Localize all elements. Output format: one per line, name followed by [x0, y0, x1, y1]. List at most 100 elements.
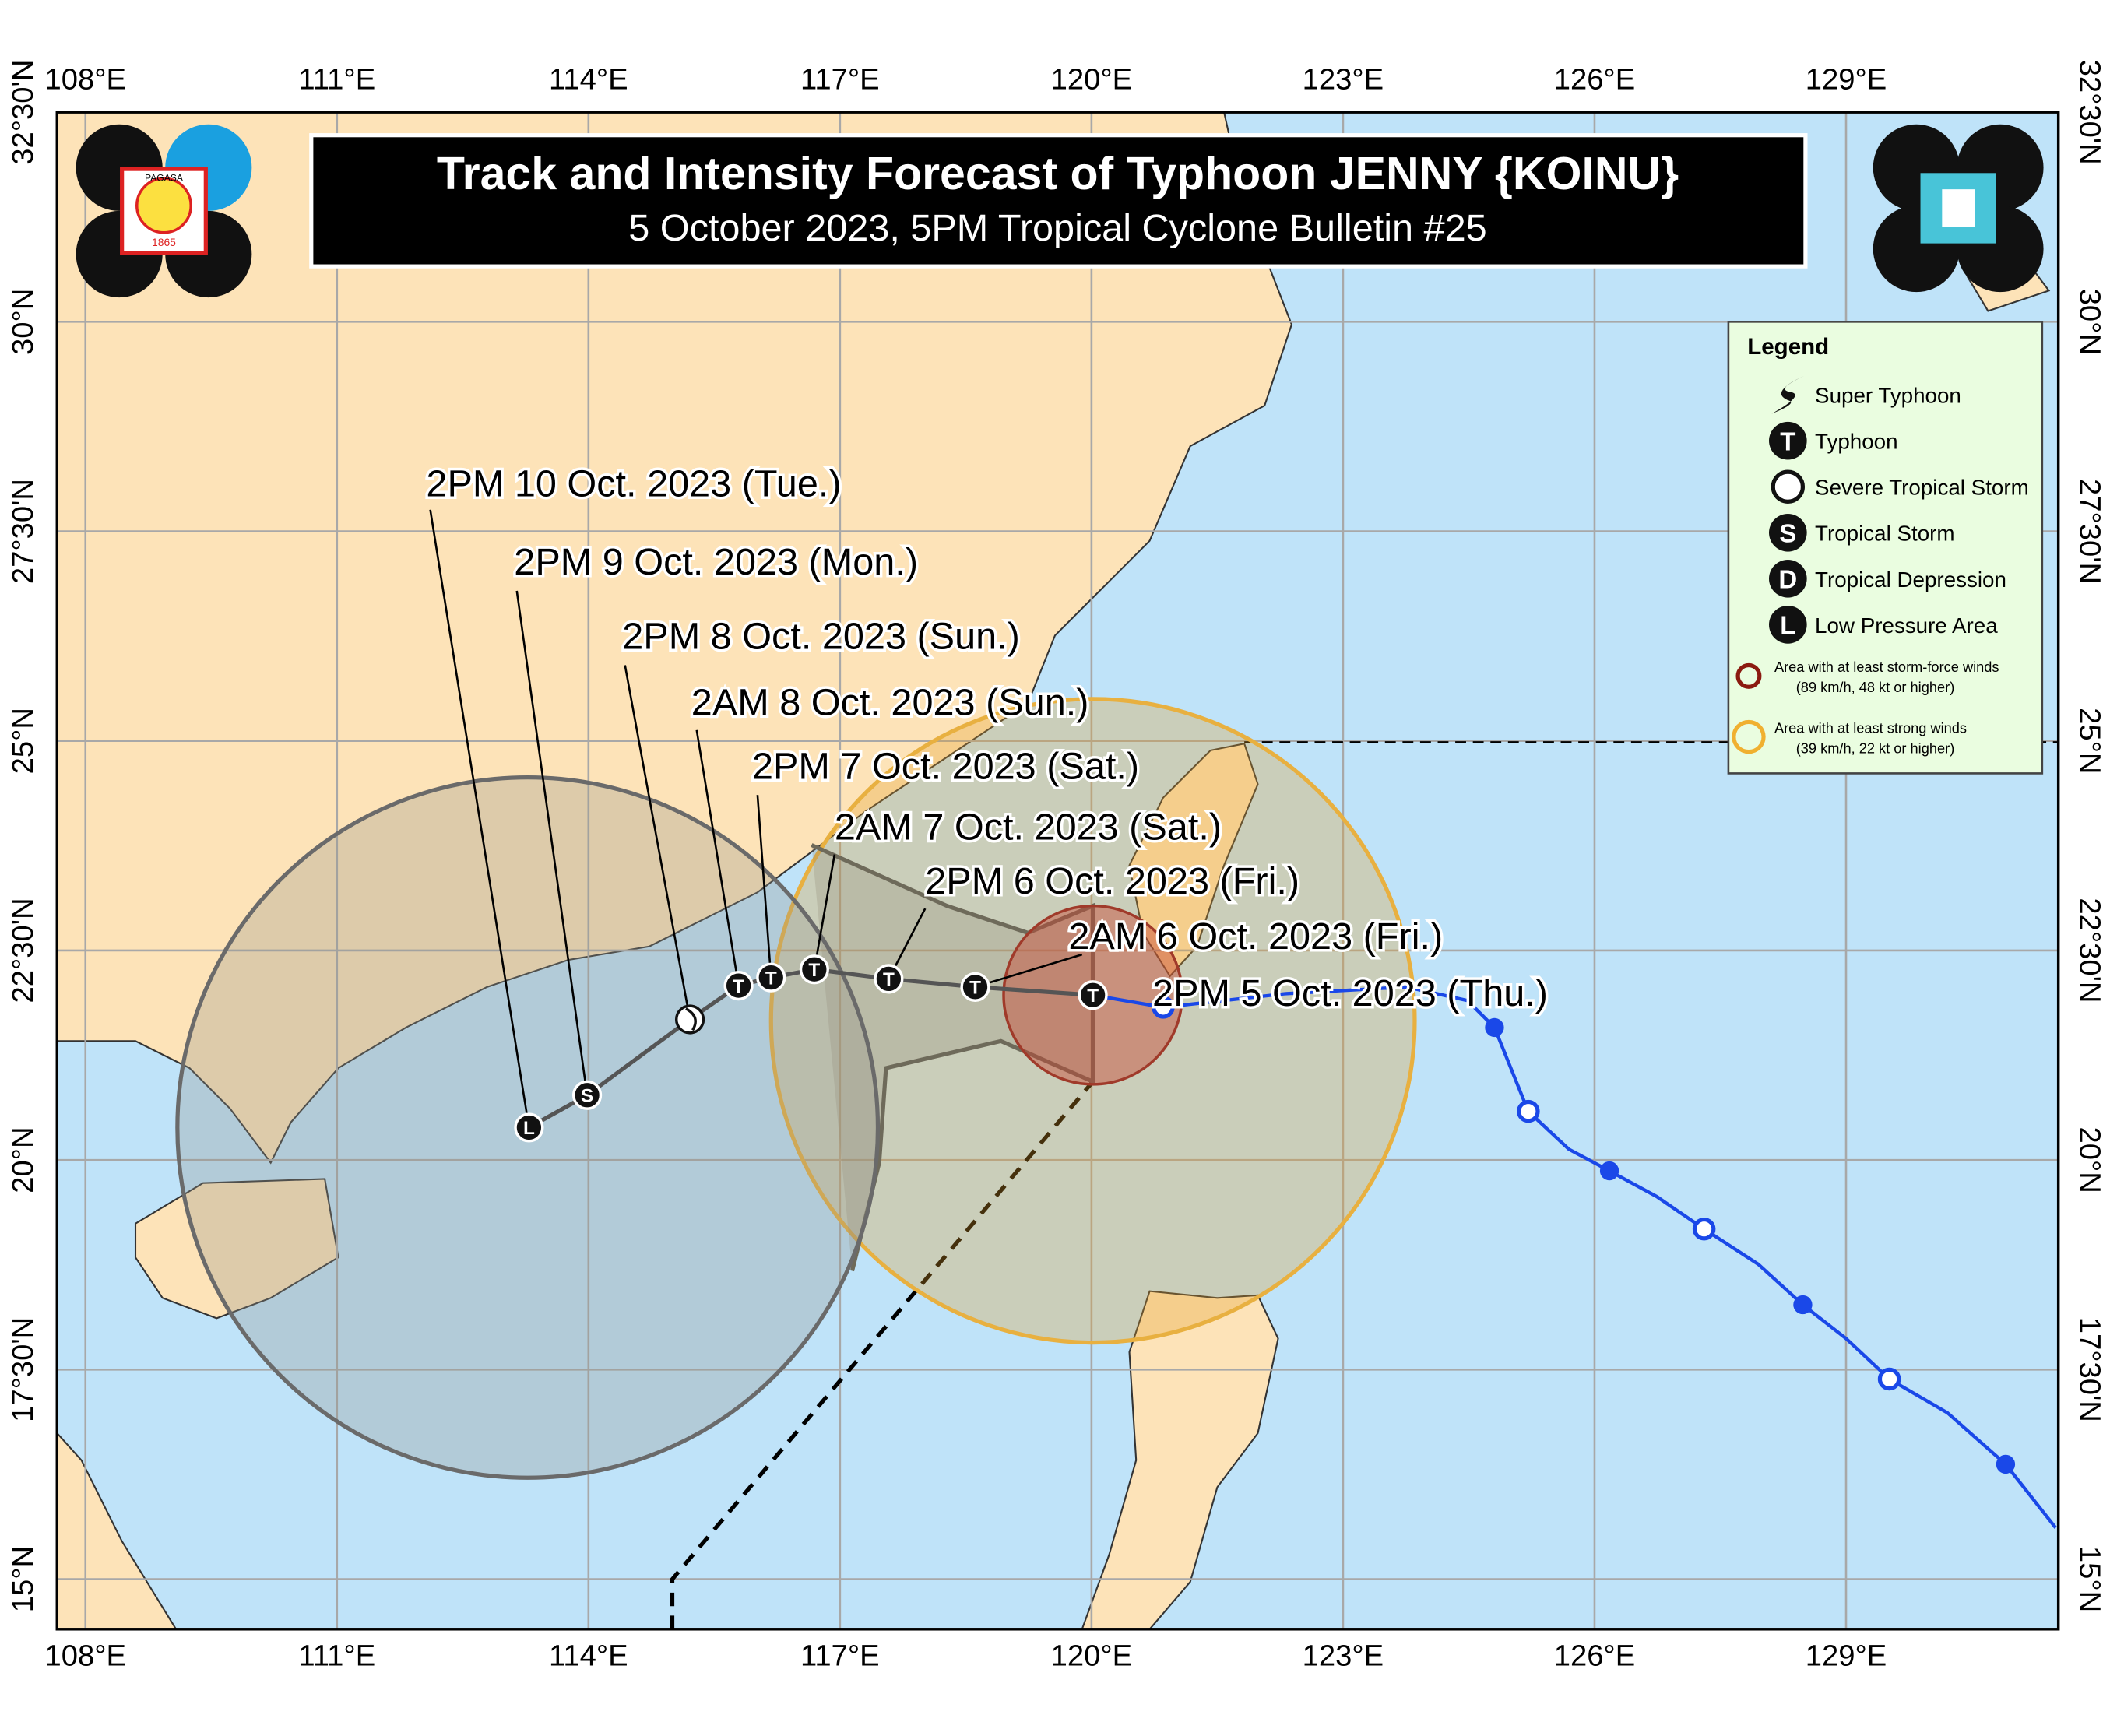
par-boundary: [670, 1080, 1095, 1629]
intensity-symbol: T: [1087, 986, 1099, 1007]
legend-area-label: Area with at least storm-force winds: [1774, 659, 1999, 675]
intensity-symbol: S: [581, 1085, 593, 1106]
longitude-label: 120°E: [1051, 63, 1132, 97]
latitude-label: 20°N: [6, 1126, 40, 1193]
forecast-position: [756, 962, 786, 993]
subtitle: 5 October 2023, 5PM Tropical Cyclone Bul…: [628, 207, 1486, 249]
legend-title: Legend: [1747, 334, 1829, 360]
taiwan: [1128, 743, 1259, 978]
longitude-label: 120°E: [1051, 1639, 1132, 1673]
map-frame: [55, 111, 2060, 1631]
latitude-label: 32°30'N: [6, 60, 40, 165]
longitude-label: 111°E: [298, 1639, 375, 1673]
longitude-label: 129°E: [1806, 1639, 1887, 1673]
longitude-label: 126°E: [1554, 1639, 1635, 1673]
longitude-label: 123°E: [1303, 1639, 1384, 1673]
legend-area-label: Area with at least strong winds: [1774, 719, 1967, 736]
intensity-symbol: T: [808, 960, 820, 981]
longitude-label: 111°E: [298, 63, 375, 97]
forecast-label: 2PM 9 Oct. 2023 (Mon.): [514, 541, 918, 583]
logo-part: [1942, 189, 1975, 227]
past-position: [1793, 1295, 1813, 1315]
forecast-label: 2AM 6 Oct. 2023 (Fri.): [1068, 915, 1443, 958]
latitude-label: 17°30'N: [2073, 1317, 2106, 1422]
legend-symbol: [1769, 606, 1807, 644]
longitude-label: 117°E: [800, 63, 880, 97]
logo-text: 1865: [152, 236, 176, 248]
past-track: [1092, 985, 2057, 1529]
legend-symbol-letter: L: [1780, 611, 1795, 640]
past-position: [1996, 1454, 2016, 1474]
legend-symbol: [1769, 513, 1807, 552]
legend-label: Typhoon: [1815, 430, 1898, 454]
longitude-label: 126°E: [1554, 63, 1635, 97]
past-position: [1152, 996, 1175, 1019]
latitude-label: 25°N: [2073, 708, 2106, 774]
legend-label: Severe Tropical Storm: [1815, 476, 2029, 500]
title-box: [309, 133, 1808, 269]
longitude-label: 108°E: [45, 63, 126, 97]
past-position: [1517, 1099, 1540, 1123]
label-leader: [624, 665, 691, 1020]
latitude-label: 30°N: [2073, 289, 2106, 355]
legend-area-detail: (39 km/h, 22 kt or higher): [1796, 740, 1955, 756]
label-leader: [975, 953, 1083, 989]
legend-symbol-letter: D: [1778, 564, 1797, 593]
intensity-symbol: T: [733, 976, 744, 997]
latitude-label: 15°N: [6, 1546, 40, 1612]
past-position: [1877, 1367, 1901, 1391]
intensity-symbol: T: [883, 969, 895, 990]
forecast-cone: [811, 843, 1095, 1272]
longitude-label: 129°E: [1806, 63, 1887, 97]
legend-symbol: [1771, 375, 1805, 414]
latitude-label: 22°30'N: [2073, 898, 2106, 1003]
legend-label: Tropical Storm: [1815, 522, 1955, 546]
forecast-label: 2PM 5 Oct. 2023 (Thu.): [1152, 972, 1548, 1014]
latitude-label: 27°30'N: [2073, 479, 2106, 584]
mainland: [56, 111, 1293, 1165]
legend-label: Low Pressure Area: [1815, 613, 1998, 638]
intensity-symbol: T: [765, 968, 777, 989]
past-position: [1599, 1161, 1619, 1181]
forecast-position: [960, 972, 990, 1002]
legend-label: Tropical Depression: [1815, 568, 2006, 592]
forecast-position: [514, 1112, 544, 1143]
intensity-symbol: L: [523, 1118, 535, 1139]
title: Track and Intensity Forecast of Typhoon …: [437, 148, 1679, 199]
legend-area-swatch: [1735, 662, 1762, 689]
pagasa-logo: PAGASA 1865: [76, 124, 252, 298]
forecast-position: [799, 954, 829, 985]
forecast-label: 2AM 7 Oct. 2023 (Sat.): [835, 807, 1222, 849]
forecast-track: T 2PM 5 Oct. 2023 (Thu.) T 2AM 6 Oct. 2023 …: [424, 460, 1550, 1143]
latitude-label: 32°30'N: [2073, 60, 2106, 165]
legend-symbol-letter: T: [1780, 427, 1795, 455]
longitude-label: 117°E: [800, 1639, 880, 1673]
legend-symbol-letter: S: [1779, 518, 1796, 547]
latitude-label: 17°30'N: [6, 1317, 40, 1422]
legend-symbol: [1769, 560, 1807, 598]
forecast-position: [1078, 980, 1108, 1010]
latitude-label: 20°N: [2073, 1126, 2106, 1193]
intensity-symbol: T: [969, 978, 981, 999]
forecast-label: 2PM 8 Oct. 2023 (Sun.): [622, 616, 1020, 658]
forecast-label: 2PM 10 Oct. 2023 (Tue.): [426, 462, 841, 504]
legend-symbol: [1769, 421, 1807, 460]
label-leader: [813, 854, 836, 970]
past-position: [1692, 1217, 1716, 1241]
label-leader: [429, 509, 530, 1128]
forecast-label: 2PM 7 Oct. 2023 (Sat.): [752, 745, 1139, 787]
forecast-position: [874, 964, 904, 994]
longitude-label: 114°E: [549, 1639, 628, 1673]
longitude-label: 123°E: [1303, 63, 1384, 97]
legend: Legend Super Typhoon T Typhoon Severe Tropi…: [1727, 321, 2044, 775]
past-position: [1485, 1017, 1504, 1038]
logo-text: PAGASA: [145, 173, 184, 184]
legend-symbol: [1771, 469, 1806, 504]
forecast-label: 2AM 8 Oct. 2023 (Sun.): [691, 682, 1089, 724]
latitude-label: 25°N: [6, 708, 40, 774]
forecast-label: 2PM 6 Oct. 2023 (Fri.): [925, 860, 1299, 902]
label-leader: [756, 795, 772, 978]
dost-logo: [1873, 124, 2044, 293]
